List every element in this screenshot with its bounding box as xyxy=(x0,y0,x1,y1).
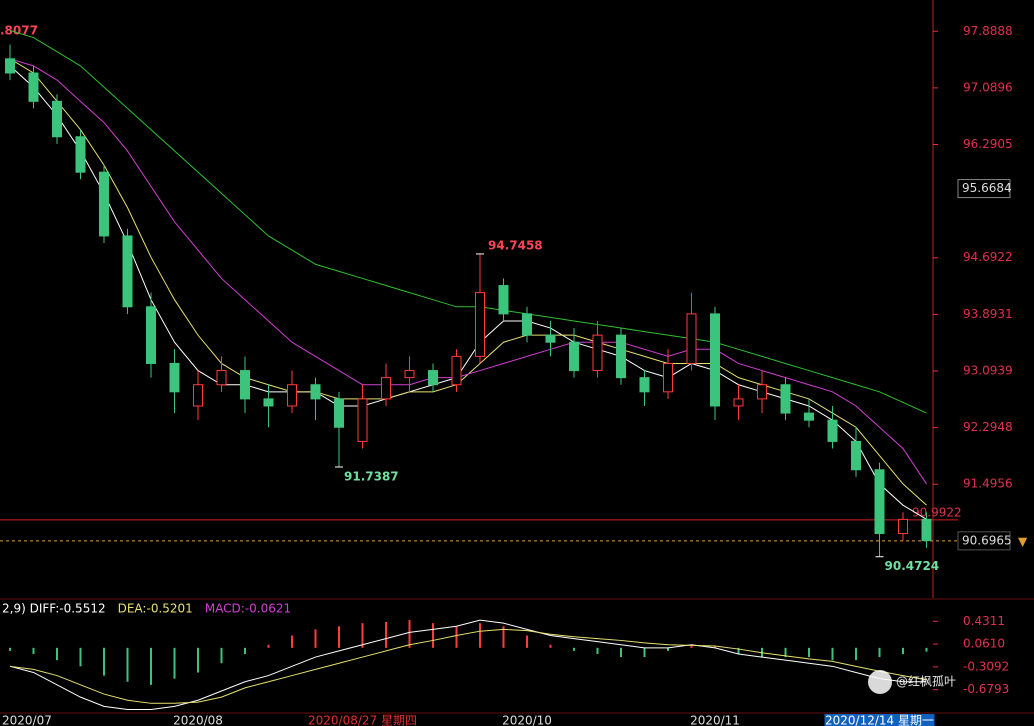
candle-body xyxy=(287,384,297,407)
candle-body xyxy=(5,58,15,74)
legend-value: -0.5512 xyxy=(59,602,105,616)
y-tick-label: 97.0896 xyxy=(963,80,1013,94)
candle-body xyxy=(592,334,603,372)
legend-name: 2,9) DIFF: xyxy=(2,602,59,616)
candle-body xyxy=(545,334,556,343)
candle-body xyxy=(663,362,673,393)
candle-body xyxy=(310,384,321,400)
y-tick-label: 91.4956 xyxy=(963,477,1013,491)
legend-value: -0.5201 xyxy=(146,602,192,616)
watermark-icon xyxy=(868,670,892,694)
candle-body xyxy=(357,398,368,442)
macd-line xyxy=(9,628,927,704)
x-tick-label: 2020/08 xyxy=(173,714,223,726)
candle-body xyxy=(827,419,838,442)
candle-body xyxy=(240,370,250,400)
candle-body xyxy=(451,355,462,386)
candle-body xyxy=(733,398,744,407)
candle-body xyxy=(804,412,814,421)
low-label: 90.4724 xyxy=(885,559,940,573)
reference-label: 90.6965 xyxy=(962,533,1012,547)
candle-body xyxy=(404,370,415,379)
candle-body xyxy=(639,377,650,393)
legend-name: MACD: xyxy=(205,602,245,616)
candle-body xyxy=(169,362,180,393)
candle-body xyxy=(757,384,767,400)
top-left-label: .8077 xyxy=(0,24,38,38)
candle-body xyxy=(686,313,697,364)
x-tick-label: 2020/11 xyxy=(690,714,740,726)
candle-body xyxy=(334,398,344,428)
candle-body xyxy=(710,313,720,407)
high-label: 94.7458 xyxy=(488,238,543,252)
legend-value: -0.0621 xyxy=(245,602,291,616)
cursor-price-label: 95.6684 xyxy=(962,181,1012,195)
reference-arrow: ▼ xyxy=(1018,534,1028,548)
y-tick-label: -0.3092 xyxy=(963,659,1009,673)
candle-body xyxy=(851,440,861,471)
y-tick-label: 97.8888 xyxy=(963,24,1013,38)
candle-body xyxy=(921,518,932,542)
candle-body xyxy=(569,341,579,372)
y-tick-label: 93.0939 xyxy=(963,363,1013,377)
y-tick-label: 0.0610 xyxy=(963,637,1005,651)
moving-average xyxy=(9,65,927,520)
candle-body xyxy=(28,72,39,102)
y-tick-label: 96.2905 xyxy=(963,137,1013,151)
candle-body xyxy=(381,377,391,400)
moving-average xyxy=(9,29,927,414)
reference-box xyxy=(957,531,1011,551)
y-tick-label: -0.6793 xyxy=(963,682,1009,696)
x-tick-label: 2020/10 xyxy=(502,714,552,726)
legend-name: DEA: xyxy=(118,602,147,616)
candle-body xyxy=(122,235,133,308)
candle-body xyxy=(146,306,156,364)
candle-body xyxy=(263,398,274,407)
candle-body xyxy=(75,136,86,173)
candle-body xyxy=(52,100,62,138)
x-tick-label: 2020/08/27 星期四 xyxy=(308,714,417,726)
candle-body xyxy=(475,292,485,357)
candle-body xyxy=(428,370,438,386)
macd-line xyxy=(9,619,927,710)
watermark: @红枫孤叶 xyxy=(896,674,956,689)
candle-body xyxy=(498,285,509,315)
y-tick-label: 92.2948 xyxy=(963,420,1013,434)
x-tick-label: 2020/07 xyxy=(2,714,52,726)
candle-body xyxy=(216,370,227,386)
x-tick-label: 2020/12/14 星期一 xyxy=(825,714,934,726)
cursor-price-box xyxy=(957,179,1011,199)
y-tick-label: 0.4311 xyxy=(963,614,1005,628)
low-label: 91.7387 xyxy=(344,470,399,484)
candle-body xyxy=(522,313,532,336)
price-line-label: 90.9922 xyxy=(912,505,962,519)
candle-body xyxy=(898,518,908,535)
candle-body xyxy=(193,384,203,407)
date-highlight xyxy=(824,714,935,726)
moving-average xyxy=(9,58,927,485)
candle-body xyxy=(874,469,885,535)
candle-body xyxy=(99,171,109,237)
candle-body xyxy=(616,334,626,379)
y-tick-label: 93.8931 xyxy=(963,307,1013,321)
candle-body xyxy=(780,384,791,414)
y-tick-label: 94.6922 xyxy=(963,250,1013,264)
